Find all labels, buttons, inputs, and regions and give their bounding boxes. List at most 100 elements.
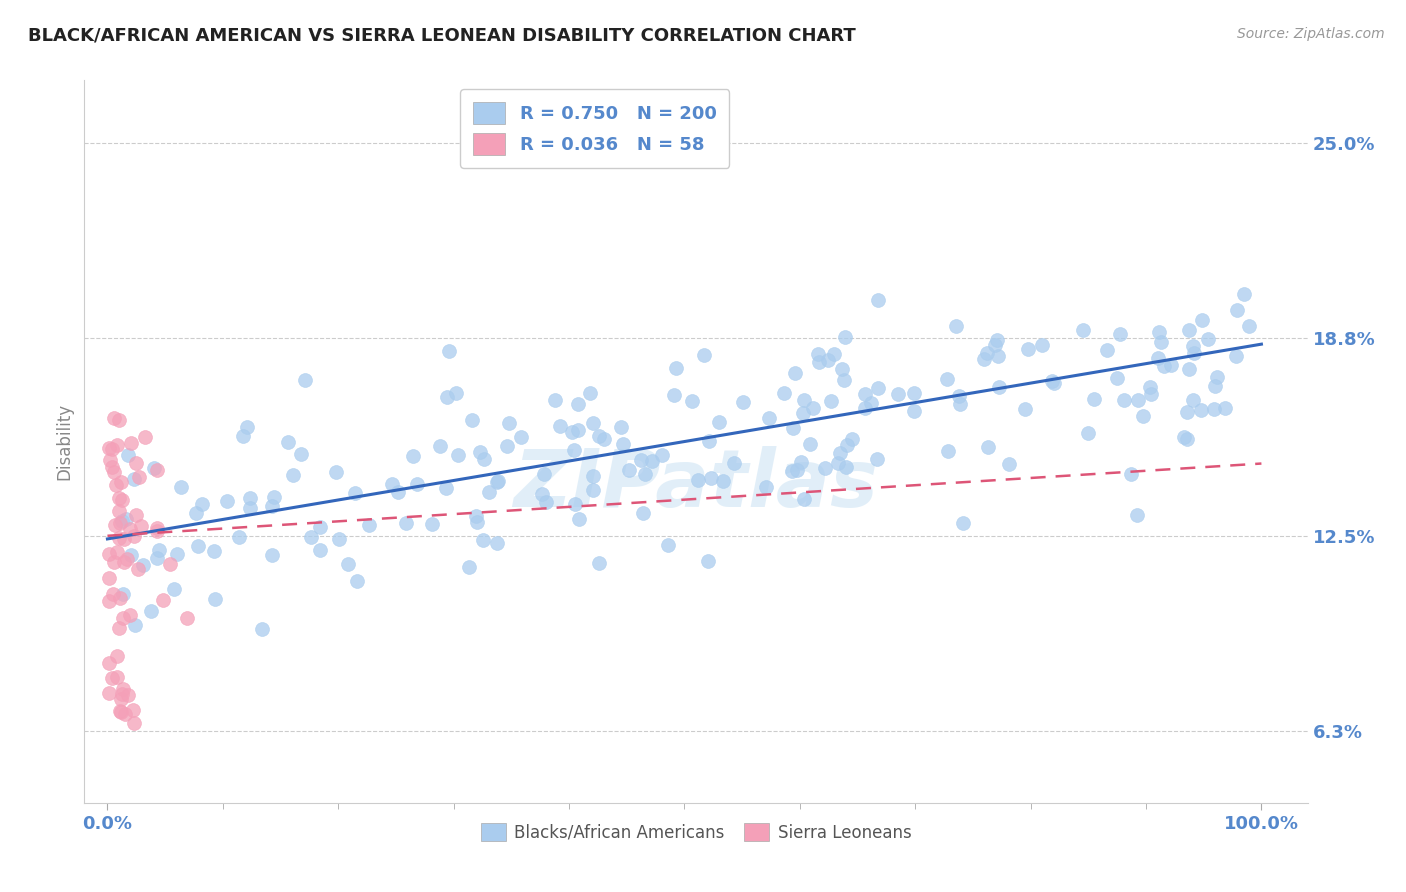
Point [782,420,804,434]
Point [827,456,849,470]
Point [101,459,124,474]
Point [228,530,250,544]
Point [723,456,745,470]
Point [112,555,135,569]
Point [105,478,128,492]
Point [260,548,283,562]
Point [686,473,709,487]
Point [465,508,488,523]
Point [709,415,731,429]
Point [405,477,427,491]
Point [108,531,131,545]
Point [239,491,262,505]
Point [1149,325,1171,339]
Point [422,516,444,531]
Point [681,394,703,409]
Point [808,355,831,369]
Point [823,346,845,360]
Point [567,397,589,411]
Point [100,442,122,457]
Point [465,516,488,530]
Point [1132,409,1154,423]
Point [1150,335,1173,350]
Point [128,470,150,484]
Point [107,504,129,518]
Point [124,456,146,470]
Point [1017,342,1039,356]
Point [129,519,152,533]
Point [429,439,451,453]
Point [987,349,1010,363]
Point [865,452,887,467]
Point [236,420,259,434]
Point [170,480,193,494]
Point [543,392,565,407]
Point [758,411,780,425]
Point [103,465,125,479]
Point [853,387,876,401]
Point [187,539,209,553]
Point [1083,392,1105,406]
Point [868,382,890,396]
Point [783,366,806,380]
Point [145,463,167,477]
Point [446,385,468,400]
Point [283,467,305,482]
Point [458,559,481,574]
Point [1043,376,1066,391]
Point [114,707,136,722]
Point [936,372,959,386]
Point [887,387,910,401]
Point [998,457,1021,471]
Point [146,524,169,539]
Point [790,455,813,469]
Point [1189,403,1212,417]
Point [562,442,585,457]
Point [793,491,815,506]
Point [436,481,458,495]
Point [108,622,131,636]
Point [105,544,128,558]
Point [1175,405,1198,419]
Point [1191,313,1213,327]
Point [346,574,368,588]
Point [343,486,366,500]
Point [108,516,131,531]
Point [290,447,312,461]
Point [498,416,520,430]
Point [232,428,254,442]
Point [1182,346,1205,360]
Point [1109,326,1132,341]
Point [124,618,146,632]
Point [308,542,330,557]
Point [1213,401,1236,415]
Point [564,497,586,511]
Point [98,441,121,455]
Point [610,420,633,434]
Point [1031,338,1053,352]
Point [97,548,120,562]
Point [357,518,380,533]
Point [651,448,673,462]
Point [1139,379,1161,393]
Point [108,413,131,427]
Point [1119,467,1142,482]
Point [134,430,156,444]
Point [1233,286,1256,301]
Point [711,475,734,489]
Point [486,536,509,550]
Point [665,360,688,375]
Point [122,472,145,486]
Point [831,361,853,376]
Point [239,501,262,516]
Point [1126,393,1149,408]
Point [697,434,720,449]
Point [215,494,238,508]
Point [973,351,995,366]
Point [772,386,794,401]
Point [111,587,134,601]
Point [733,395,755,409]
Point [98,571,121,585]
Point [127,562,149,576]
Point [588,428,610,442]
